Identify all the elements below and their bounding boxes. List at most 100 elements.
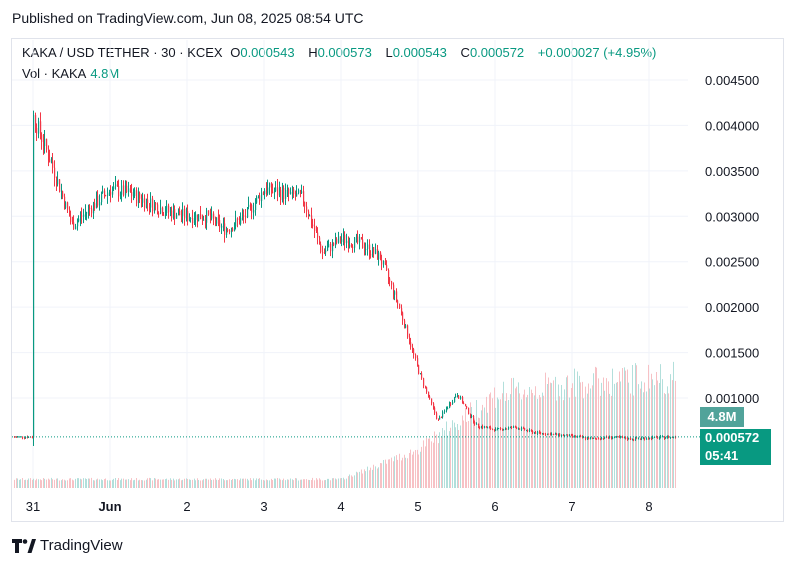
candle-body xyxy=(598,438,600,440)
candle-body xyxy=(311,215,313,225)
candle-body xyxy=(41,134,43,142)
candle-body xyxy=(149,202,151,208)
price-tick-label: 0.002000 xyxy=(705,300,759,315)
candle-body xyxy=(133,195,135,197)
candle-body xyxy=(659,437,661,439)
candle-body xyxy=(263,192,265,195)
candle-body xyxy=(160,207,162,214)
candle-body xyxy=(314,226,316,231)
candle-body xyxy=(77,221,79,227)
candle-body xyxy=(447,408,449,410)
candle-body xyxy=(556,433,558,435)
candle-body xyxy=(275,187,277,192)
candle-body xyxy=(359,237,361,243)
low-value: 0.000543 xyxy=(392,45,447,60)
candle-body xyxy=(168,205,170,213)
candle-body xyxy=(226,230,228,235)
candle-body xyxy=(373,247,375,254)
candle-body xyxy=(460,397,462,399)
candle-body xyxy=(215,218,217,224)
candle-body xyxy=(616,436,618,438)
high-label: H xyxy=(308,45,318,60)
candle-body xyxy=(569,434,571,437)
candle-body xyxy=(627,438,629,440)
candle-body xyxy=(88,207,90,213)
candle-body xyxy=(352,246,354,248)
candle-body xyxy=(240,217,242,225)
candle-body xyxy=(646,438,648,440)
candle-body xyxy=(394,291,396,295)
candle-body xyxy=(186,210,188,219)
candle-body xyxy=(604,436,606,439)
candle-body xyxy=(300,190,302,194)
candle-body xyxy=(32,437,34,439)
candle-body xyxy=(670,436,672,438)
candle-body xyxy=(221,225,223,228)
candle-body xyxy=(540,432,542,434)
candle-body xyxy=(210,214,212,219)
candle-body xyxy=(22,436,24,438)
candle-body xyxy=(242,215,244,218)
candle-body xyxy=(243,215,245,217)
time-tick-label: Jun xyxy=(98,499,121,514)
candle-body xyxy=(404,320,406,328)
candle-body xyxy=(36,127,38,134)
candle-body xyxy=(44,138,46,146)
candle-body xyxy=(83,214,85,217)
candle-body xyxy=(608,437,610,439)
price-axis[interactable]: 0.004500 0.004000 0.003500 0.003000 0.002500… xyxy=(705,73,759,406)
symbol-label[interactable]: KAKA / USD TETHER · 30 · KCEX xyxy=(22,45,223,60)
candle-body xyxy=(489,427,491,429)
candle-body xyxy=(14,436,16,438)
candle-body xyxy=(295,194,297,197)
volume-label[interactable]: Vol · KAKA xyxy=(22,66,87,81)
candle-body xyxy=(61,191,63,193)
time-axis[interactable]: 31 Jun 2 3 4 5 6 7 8 xyxy=(26,499,653,514)
candles xyxy=(14,110,677,447)
candle-body xyxy=(555,433,557,435)
candle-body xyxy=(471,415,473,417)
candle-body xyxy=(388,270,390,279)
candle-body xyxy=(131,192,133,197)
candle-body xyxy=(234,226,236,231)
candle-body xyxy=(444,410,446,412)
candle-body xyxy=(452,402,454,405)
candle-body xyxy=(500,428,502,430)
candle-body xyxy=(596,438,598,440)
candle-body xyxy=(86,212,88,214)
candle-body xyxy=(479,426,481,428)
candle-body xyxy=(396,291,398,301)
candle-body xyxy=(327,247,329,251)
candle-body xyxy=(16,436,18,438)
candle-body xyxy=(439,417,441,420)
last-price-value: 0.000572 xyxy=(705,430,760,445)
candle-body xyxy=(357,236,359,243)
candle-body xyxy=(247,207,249,218)
candle-body xyxy=(208,210,210,215)
candle-body xyxy=(425,385,427,388)
candle-body xyxy=(476,423,478,425)
candle-body xyxy=(433,403,435,408)
candle-body xyxy=(662,436,664,438)
candle-body xyxy=(428,391,430,397)
candle-body xyxy=(588,437,590,440)
candle-body xyxy=(405,325,407,328)
candle-body xyxy=(115,184,117,187)
tradingview-brand[interactable]: TradingView xyxy=(12,537,123,554)
candle-body xyxy=(109,191,111,193)
candle-body xyxy=(206,210,208,223)
open-label: O xyxy=(230,45,241,60)
candle-body xyxy=(325,250,327,253)
candle-body xyxy=(121,185,123,195)
candle-body xyxy=(465,404,467,407)
candle-body xyxy=(457,395,459,397)
candle-body xyxy=(277,187,279,196)
candle-body xyxy=(70,216,72,222)
time-tick-label: 8 xyxy=(645,499,652,514)
candle-body xyxy=(628,438,630,440)
candle-body xyxy=(176,215,178,219)
candle-body xyxy=(648,438,650,440)
candle-body xyxy=(253,209,255,213)
candle-body xyxy=(668,436,670,438)
